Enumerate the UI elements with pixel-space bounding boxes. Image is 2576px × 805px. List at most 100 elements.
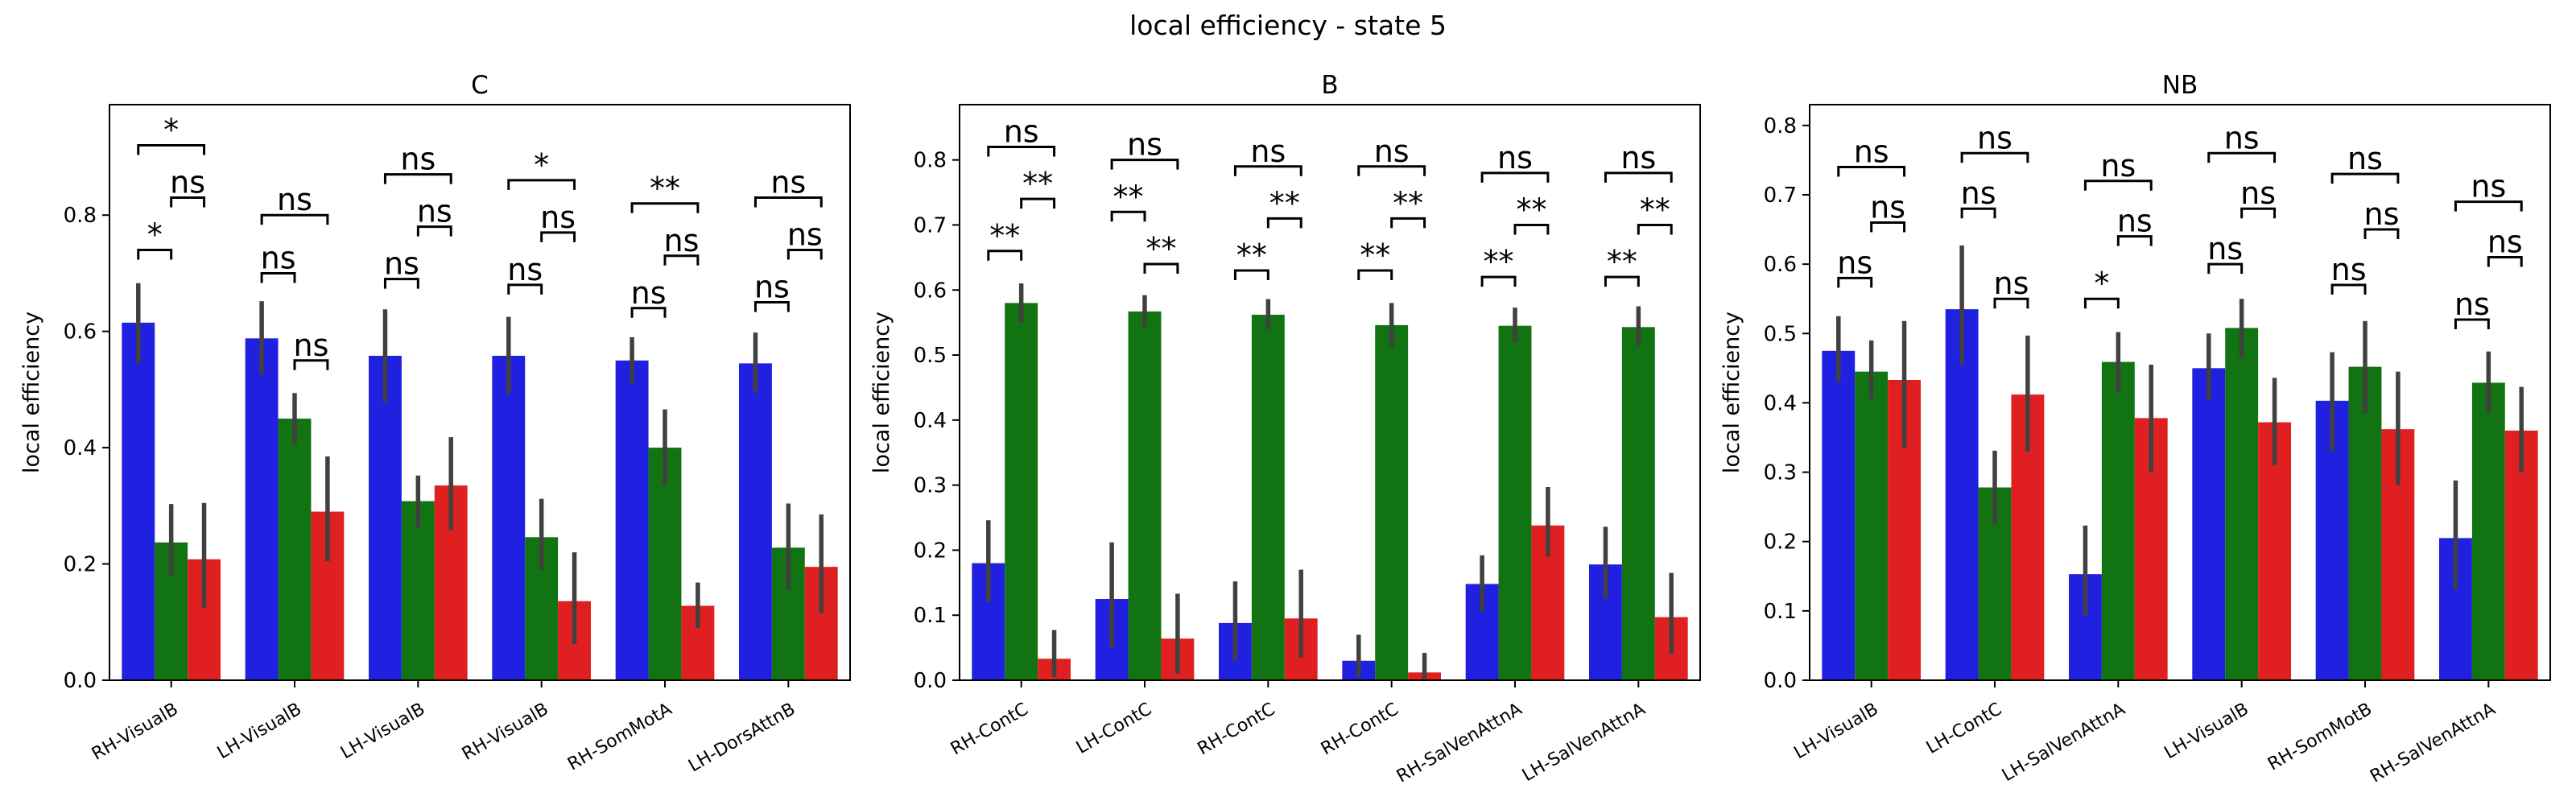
bar [369,356,402,680]
bar [2471,382,2505,680]
significance-label: ns [170,165,205,200]
significance-bracket [2330,172,2400,184]
significance-label: ns [663,223,699,258]
x-tick-label: LH-ContC [1073,700,1155,758]
significance-label: ** [1640,192,1670,227]
significance-bracket [1637,223,1673,235]
bar [615,360,649,680]
panel-title: C [471,71,489,100]
significance-bracket [1480,171,1550,183]
significance-bracket [2454,200,2523,212]
panel-1: **ns** **ns** **ns****ns****ns****ns**0.00… [869,71,1701,787]
bar [2348,366,2382,680]
significance-bracket [753,196,823,208]
bar [1945,309,1979,680]
y-tick-label: 0.4 [1764,391,1797,415]
plot-frame [1809,104,2551,681]
significance-bracket [987,250,1023,261]
bar [1855,371,1889,680]
bar [278,419,312,680]
y-tick-label: 0.0 [64,669,97,693]
y-tick-label: 0.5 [1764,322,1797,346]
significance-label: * [147,217,163,253]
significance-label: ns [293,328,328,363]
significance-label: * [534,147,549,183]
y-tick-label: 0.2 [914,539,947,563]
significance-bracket [1993,297,2029,309]
significance-label: ** [1484,244,1514,279]
significance-bracket [1020,197,1056,209]
bar [1498,325,1532,680]
x-tick-label: LH-DorsAttnB [685,700,799,777]
y-tick-label: 0.2 [64,553,97,577]
significance-label: ns [2240,175,2276,211]
y-axis-label: local efficiency [1719,312,1744,473]
x-tick-label: RH-VisualB [459,700,552,765]
significance-bracket [1390,217,1426,229]
x-tick-label: LH-VisualB [214,700,305,764]
y-tick-label: 0.8 [914,149,947,173]
significance-bracket [1604,171,1673,183]
significance-bracket [1604,275,1640,287]
significance-label: ns [1374,134,1410,169]
significance-bracket [630,202,700,213]
significance-label: ns [2207,231,2243,266]
significance-bracket [630,307,667,318]
significance-label: ns [1977,120,2013,155]
significance-label: ns [2100,148,2136,184]
significance-bracket [1480,275,1517,287]
panel-0: **nsnsnsnsnsnsnsns*nsns**nsnsnsns0.00.20… [19,71,851,777]
significance-bracket [1143,262,1179,274]
y-tick-label: 0.8 [64,204,97,228]
significance-bracket [383,278,419,289]
bar [1822,350,1856,680]
significance-label: ns [2363,196,2399,232]
significance-bracket [2207,151,2277,163]
y-tick-label: 0.6 [64,320,97,345]
significance-label: ** [1393,185,1423,221]
significance-label: ns [1993,266,2029,301]
panel-title: NB [2162,71,2198,100]
significance-label: ns [1854,134,1889,170]
significance-bracket [1960,151,2029,163]
significance-bracket [1837,276,1873,288]
significance-label: * [2094,266,2109,301]
y-axis-label: local efficiency [19,312,44,473]
significance-bracket [2083,297,2120,309]
y-tick-label: 0.0 [1764,669,1797,693]
x-tick-label: RH-SalVenAttnA [1393,700,1525,787]
y-tick-label: 0.2 [1764,530,1797,555]
significance-bracket [2363,228,2400,240]
significance-bracket [987,146,1056,157]
bar [492,356,526,680]
significance-bracket [416,225,452,237]
significance-label: ns [754,270,790,305]
y-axis-label: local efficiency [869,312,894,473]
significance-label: ns [1004,114,1039,150]
significance-bracket [540,231,576,242]
bar [1128,311,1162,680]
significance-label: ns [277,182,312,217]
y-tick-label: 0.1 [914,604,947,628]
significance-bracket [1357,165,1426,176]
significance-bracket [786,249,823,260]
significance-label: ** [1022,166,1053,201]
significance-label: ns [2454,287,2490,322]
significance-bracket [1513,223,1550,235]
panel-title: B [1321,71,1338,100]
significance-bracket [507,283,543,295]
bar [122,322,155,680]
significance-bracket [1110,159,1179,170]
significance-label: ns [1961,175,1996,211]
bar [245,338,279,680]
significance-bracket [1837,166,1906,177]
significance-label: ns [417,194,452,229]
significance-bracket [2330,283,2367,295]
significance-bracket [1266,217,1302,229]
bar [739,363,772,680]
plot-frame [959,104,1701,681]
significance-bracket [1233,269,1269,281]
bar [1621,327,1655,680]
